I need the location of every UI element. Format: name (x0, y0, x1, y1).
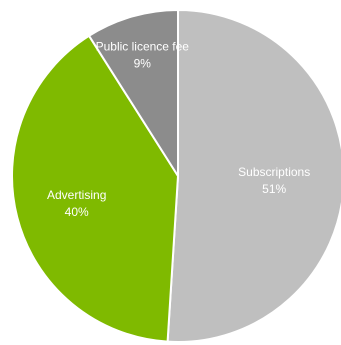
slice-value-subscriptions: 51% (262, 182, 286, 196)
slice-label-subscriptions: Subscriptions (238, 165, 310, 179)
slice-label-public-licence-fee: Public licence fee (96, 39, 190, 53)
slice-value-advertising: 40% (65, 205, 89, 219)
pie-slice-public-licence-fee (87, 8, 179, 180)
slice-label-advertising: Advertising (47, 188, 106, 202)
pie-slice-subscriptions (166, 8, 341, 343)
slice-value-public-licence-fee: 9% (134, 56, 152, 70)
pie-labels: Subscriptions 51% Advertising 40% Public lic… (47, 39, 310, 219)
pie-slices (11, 8, 341, 343)
